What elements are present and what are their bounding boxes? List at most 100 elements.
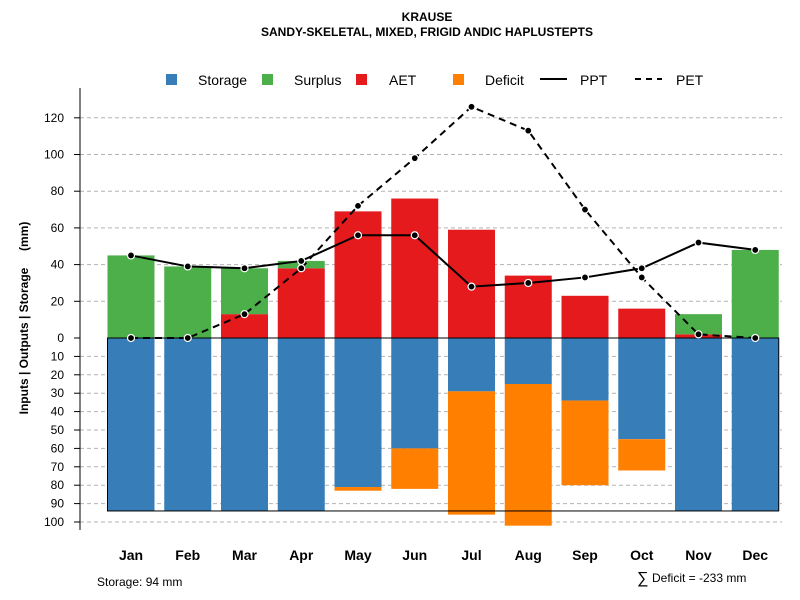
pet-point — [524, 126, 533, 135]
y-tick-label: 40 — [51, 258, 65, 272]
y-tick-label: 50 — [51, 423, 65, 437]
legend-label-ppt: PPT — [580, 72, 608, 88]
bar-aet — [277, 268, 325, 338]
bar-deficit — [618, 439, 666, 471]
pet-point — [240, 310, 249, 319]
ppt-line — [130, 234, 756, 288]
bars — [107, 198, 780, 526]
bar-storage — [504, 338, 552, 384]
y-tick-label: 0 — [57, 331, 64, 345]
y-tick-label: 60 — [51, 221, 65, 235]
bar-storage — [277, 338, 325, 511]
bar-storage — [334, 338, 382, 488]
bar-storage — [391, 338, 439, 449]
bar-surplus — [164, 266, 212, 338]
bar-aet — [334, 211, 382, 338]
pet-point — [183, 333, 192, 343]
ppt-point — [467, 282, 476, 291]
x-tick-label: Mar — [232, 547, 257, 563]
x-tick-label: Nov — [685, 547, 712, 563]
bar-deficit — [334, 487, 382, 491]
x-tick-label: Jan — [119, 547, 143, 563]
y-tick-label: 40 — [51, 405, 65, 419]
x-axis-labels: Jan Feb Mar Apr May Jun Jul Aug Sep Oct Nov Dec — [119, 547, 768, 563]
y-axis-title: Inputs | Outputs | Storage (mm) — [17, 222, 31, 415]
ppt-point — [353, 231, 363, 240]
chart-title: KRAUSE — [402, 10, 453, 24]
y-tick-label: 80 — [51, 184, 65, 198]
bar-storage — [731, 338, 779, 511]
x-tick-label: Feb — [175, 547, 200, 563]
ppt-point — [410, 231, 419, 240]
bar-surplus — [675, 314, 722, 335]
y-tick-label: 20 — [51, 368, 65, 382]
y-tick-label: 80 — [51, 478, 65, 492]
y-tick-label: 100 — [44, 148, 64, 162]
bar-storage — [675, 338, 722, 511]
bar-deficit — [561, 400, 609, 486]
x-tick-label: Aug — [515, 547, 542, 563]
bar-aet — [618, 308, 666, 338]
storage-capacity-outline — [107, 337, 780, 512]
legend-label-storage: Storage — [198, 72, 247, 88]
bar-surplus — [731, 249, 779, 338]
y-tick-label: 120 — [44, 111, 64, 125]
y-tick-label: 90 — [51, 497, 65, 511]
y-tick-label: 100 — [44, 515, 64, 529]
bar-deficit — [391, 448, 439, 489]
pet-point — [580, 205, 590, 214]
pet-point — [353, 201, 363, 210]
pet-point — [637, 273, 646, 282]
y-tick-label: 30 — [51, 386, 65, 400]
ppt-point — [240, 264, 249, 273]
bar-storage — [164, 338, 212, 511]
ppt-point — [637, 264, 646, 273]
bar-storage — [561, 338, 609, 401]
pet-point — [751, 333, 760, 343]
bar-storage — [448, 338, 495, 392]
y-tick-label: 70 — [51, 460, 65, 474]
x-tick-label: Sep — [572, 547, 598, 563]
x-tick-label: Jul — [461, 547, 481, 563]
pet-line — [131, 105, 756, 339]
pet-point — [467, 102, 476, 111]
y-tick-label: 20 — [51, 294, 65, 308]
legend-swatch-deficit — [453, 74, 464, 85]
bar-aet — [391, 198, 439, 338]
x-tick-label: Oct — [630, 547, 654, 563]
x-tick-label: May — [344, 547, 371, 563]
pet-point — [126, 333, 136, 343]
sum-icon: ∑ — [637, 570, 648, 587]
pet-point — [694, 330, 703, 339]
y-tick-label: 10 — [51, 349, 65, 363]
bar-storage — [107, 338, 155, 511]
ppt-point — [580, 273, 590, 282]
storage-note: Storage: 94 mm — [97, 575, 182, 589]
legend-label-deficit: Deficit — [485, 72, 524, 88]
pet-point — [410, 154, 419, 163]
legend-label-surplus: Surplus — [294, 72, 341, 88]
legend-label-pet: PET — [676, 72, 704, 88]
bar-surplus — [107, 255, 155, 338]
chart-subtitle: SANDY-SKELETAL, MIXED, FRIGID ANDIC HAPL… — [261, 25, 593, 39]
legend-swatch-storage — [166, 74, 177, 85]
ppt-point — [297, 256, 306, 266]
legend: Storage Surplus AET Deficit PPT PET — [166, 72, 704, 88]
bar-aet — [221, 314, 268, 338]
legend-swatch-surplus — [262, 74, 273, 85]
ppt-point — [524, 278, 533, 288]
y-axis: 0 20 40 60 80 100 120 10 20 30 40 50 60 70 80 90 100 — [44, 88, 81, 530]
y-tick-label: 60 — [51, 441, 65, 455]
ppt-point — [751, 245, 760, 255]
x-tick-label: Jun — [402, 547, 427, 563]
series-lines — [126, 102, 760, 343]
ppt-point — [183, 262, 192, 271]
legend-label-aet: AET — [389, 72, 417, 88]
deficit-note: Deficit = -233 mm — [652, 571, 746, 585]
bar-deficit — [504, 384, 552, 526]
ppt-point — [694, 238, 703, 247]
legend-swatch-aet — [356, 74, 367, 85]
pet-point — [297, 264, 306, 273]
bar-storage — [221, 338, 268, 511]
